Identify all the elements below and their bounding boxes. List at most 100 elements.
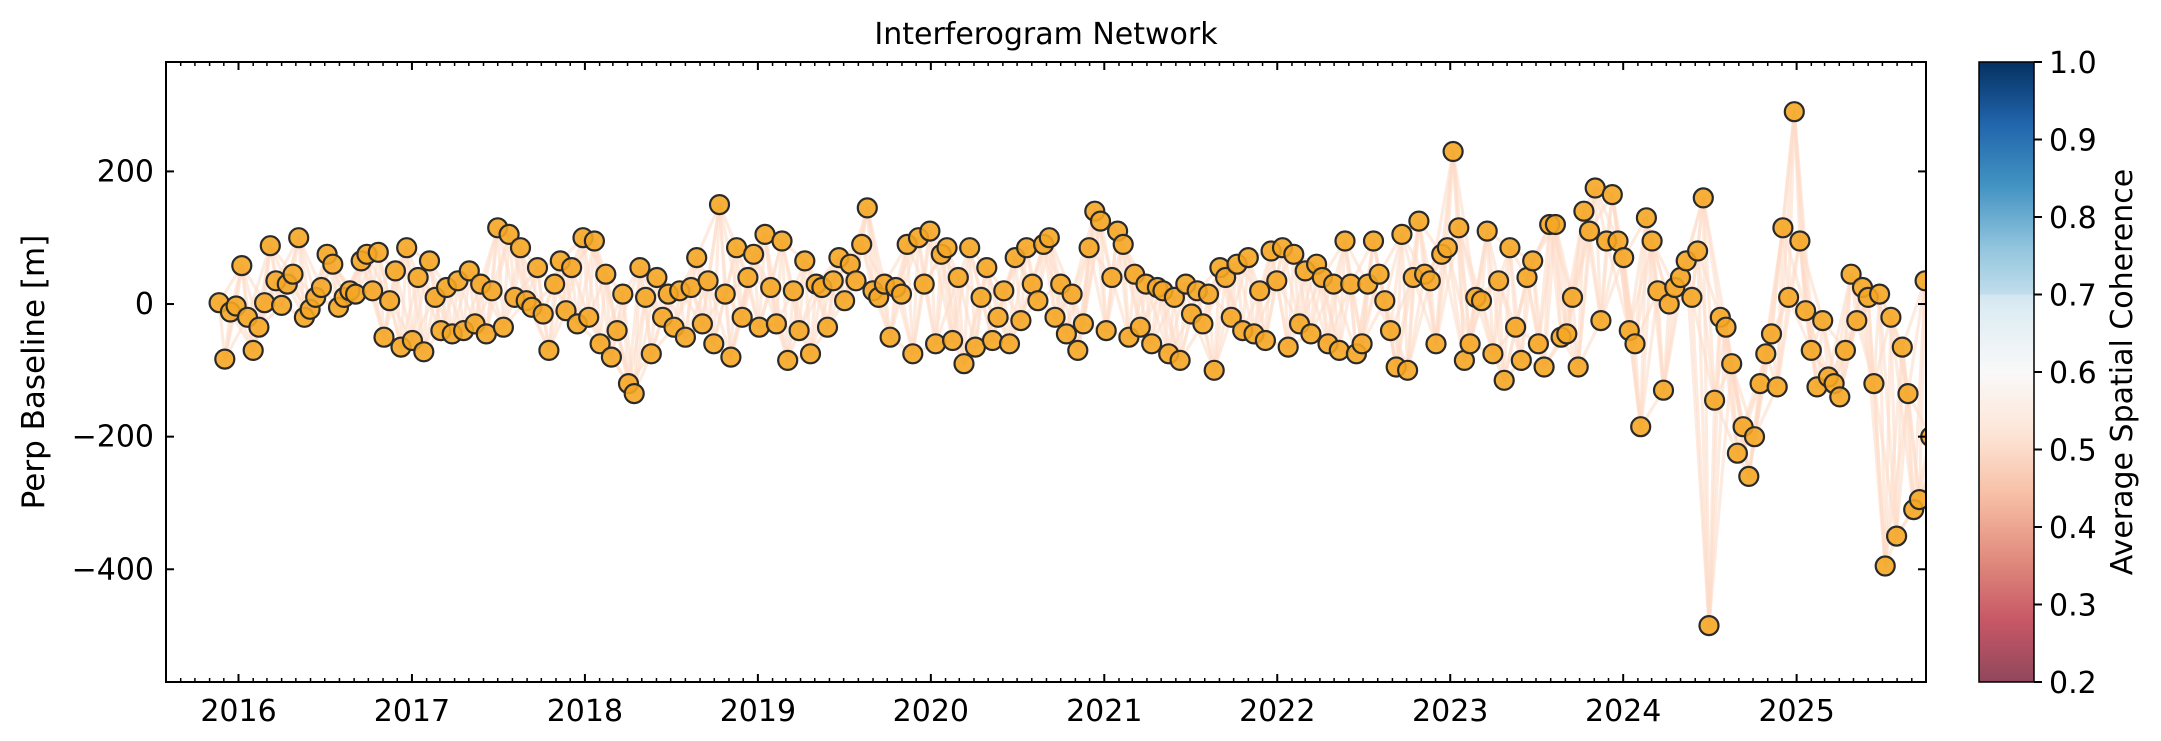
colorbar-tick-label: 0.3 (2049, 589, 2097, 624)
interferogram-edge (1906, 279, 1926, 396)
acquisition-point (509, 237, 532, 259)
interferogram-edge (962, 246, 972, 366)
interferogram-edge (1889, 315, 1899, 538)
acquisition-point (1812, 310, 1834, 332)
acquisition-point (1254, 329, 1277, 352)
acquisition-point (1277, 336, 1299, 358)
acquisition-points (208, 101, 1926, 637)
acquisition-point (1567, 356, 1589, 378)
acquisition-point (1556, 323, 1578, 345)
colorbar-tick-label: 0.8 (2049, 201, 2097, 236)
acquisition-point (686, 247, 708, 269)
acquisition-point (1908, 489, 1926, 511)
acquisition-point (560, 257, 583, 279)
acquisition-point (674, 326, 697, 348)
x-tick-label: 2023 (1412, 694, 1488, 729)
x-tick-label: 2017 (374, 694, 450, 729)
colorbar-faded-section (1979, 294, 2034, 682)
interferogram-edge (1786, 110, 1796, 299)
acquisition-point (492, 316, 514, 338)
interferogram-edge (956, 275, 966, 366)
acquisition-point (1374, 290, 1396, 312)
x-tick-label: 2024 (1585, 694, 1661, 729)
acquisition-point (640, 343, 662, 365)
interferogram-edge (1690, 295, 1717, 402)
acquisition-point (1715, 316, 1737, 338)
acquisition-point (1470, 290, 1493, 312)
acquisition-point (1692, 187, 1714, 209)
acquisition-point (1533, 356, 1555, 378)
interferogram-edge (1906, 392, 1922, 502)
acquisition-point (1601, 184, 1623, 206)
acquisition-point (1249, 280, 1271, 302)
acquisition-point (1220, 306, 1242, 328)
acquisition-point (1379, 320, 1402, 342)
interferogram-edge (1241, 256, 1250, 333)
x-tick-label: 2016 (200, 694, 276, 729)
acquisition-point (595, 263, 617, 285)
acquisition-point (856, 197, 878, 219)
interferogram-edge (1235, 262, 1245, 333)
interferogram-edge (1917, 279, 1926, 502)
x-tick-label: 2018 (547, 694, 623, 729)
acquisition-point (1396, 359, 1419, 381)
colorbar-tick-label: 0.9 (2049, 124, 2097, 159)
acquisition-point (373, 326, 395, 348)
interferogram-edge (598, 272, 608, 346)
acquisition-point (1101, 266, 1123, 289)
acquisition-point (1721, 353, 1743, 375)
interferogram-edge (1286, 252, 1296, 349)
acquisition-point (1072, 313, 1095, 335)
acquisition-point (1772, 217, 1794, 239)
acquisition-point (1141, 333, 1163, 355)
acquisition-point (1482, 343, 1504, 365)
acquisition-point (1789, 230, 1811, 252)
acquisition-point (953, 353, 975, 375)
acquisition-point (1283, 243, 1305, 265)
acquisition-point (1760, 323, 1783, 345)
interferogram-edge (1394, 232, 1404, 369)
acquisition-point (1169, 349, 1191, 371)
acquisition-point (1624, 333, 1646, 355)
acquisition-point (1527, 333, 1550, 355)
acquisition-point (703, 333, 725, 355)
acquisition-point (1840, 263, 1862, 285)
acquisition-point (1419, 270, 1441, 292)
interferogram-edge (1843, 272, 1853, 352)
acquisition-point (851, 233, 873, 255)
acquisition-point (646, 266, 668, 289)
acquisition-point (623, 383, 645, 405)
y-axis-label: Perp Baseline [m] (16, 235, 52, 510)
interferogram-edge (575, 236, 585, 326)
interferogram-edge (1496, 279, 1506, 382)
acquisition-point (578, 306, 600, 328)
acquisition-point (1749, 373, 1771, 395)
acquisition-point (1425, 333, 1447, 355)
interferogram-edge (1877, 292, 1887, 568)
acquisition-point (737, 266, 759, 289)
interferogram-edge (803, 259, 813, 356)
acquisition-point (271, 294, 293, 316)
acquisition-point (913, 273, 935, 295)
colorbar-tick-label: 0.2 (2049, 666, 2097, 701)
interferogram-edge (1445, 149, 1455, 250)
interferogram-edge (245, 244, 272, 319)
acquisition-point (1777, 286, 1800, 308)
acquisition-point (1015, 237, 1038, 259)
acquisition-point (987, 306, 1009, 328)
acquisition-point (1544, 213, 1567, 236)
acquisition-point (1738, 465, 1760, 487)
acquisition-point (458, 260, 480, 282)
colorbar-tick-label: 0.5 (2049, 434, 2097, 469)
acquisition-point (822, 270, 844, 292)
acquisition-point (1448, 217, 1470, 239)
interferogram-edge (712, 203, 722, 346)
acquisition-point (720, 346, 742, 368)
acquisition-point (242, 339, 264, 361)
acquisition-point (976, 257, 998, 279)
acquisition-point (612, 283, 634, 305)
acquisition-point (765, 313, 788, 335)
acquisition-point (629, 257, 651, 279)
